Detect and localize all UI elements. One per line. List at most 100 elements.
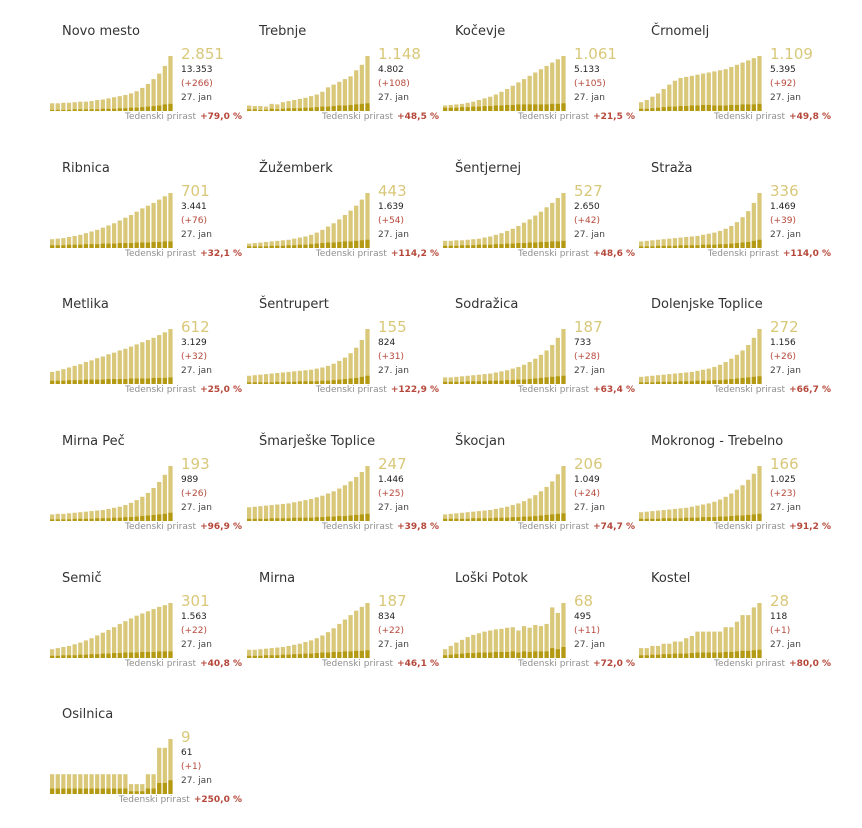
bar-recent xyxy=(723,516,728,521)
bar-recent xyxy=(95,654,100,658)
bar-recent xyxy=(746,650,751,658)
weekly-growth-label: Tedenski prirast xyxy=(518,522,590,532)
date-label: 27. jan xyxy=(378,93,409,103)
weekly-growth-value: +25,0 % xyxy=(200,385,242,395)
current-value: 9 xyxy=(181,728,191,746)
bar-recent xyxy=(561,513,566,521)
bar xyxy=(331,223,336,248)
bar xyxy=(354,205,359,248)
daily-delta: (+42) xyxy=(574,216,601,226)
bar-recent xyxy=(157,514,162,521)
bar-recent xyxy=(280,108,286,111)
date-label: 27. jan xyxy=(574,366,605,376)
bar-recent xyxy=(510,380,515,384)
bar-recent xyxy=(678,518,683,521)
bar-recent xyxy=(476,381,482,384)
bar xyxy=(61,647,66,658)
bar-recent xyxy=(72,244,77,248)
bar xyxy=(314,638,319,658)
bar xyxy=(757,193,762,248)
bar-recent xyxy=(448,107,453,111)
bar xyxy=(533,72,538,111)
bar xyxy=(448,513,453,521)
bar xyxy=(72,644,77,658)
bar xyxy=(751,202,756,248)
bar-recent xyxy=(448,518,453,521)
bar xyxy=(342,215,348,248)
bar xyxy=(303,236,308,248)
weekly-growth-label: Tedenski prirast xyxy=(315,385,387,395)
total-value: 3.129 xyxy=(181,338,207,348)
bar xyxy=(689,236,694,248)
bar xyxy=(695,505,700,521)
weekly-growth: Tedenski prirast +25,0 % xyxy=(125,385,242,395)
bar xyxy=(162,474,167,521)
bar xyxy=(342,79,348,111)
bar xyxy=(280,240,286,248)
bar xyxy=(717,230,723,248)
panel-title: Mokronog - Trebelno xyxy=(651,434,784,449)
bar-recent xyxy=(337,651,342,658)
bar-recent xyxy=(123,652,128,658)
bar-recent xyxy=(639,518,644,521)
bar xyxy=(516,503,521,521)
bar-chart xyxy=(247,56,370,111)
bar xyxy=(151,202,156,248)
bar xyxy=(499,91,504,111)
current-value: 2.851 xyxy=(181,45,224,63)
bar xyxy=(128,618,134,658)
bar xyxy=(95,635,100,658)
bar-recent xyxy=(162,783,167,794)
bar-recent xyxy=(544,514,549,521)
bar xyxy=(729,67,734,111)
bar xyxy=(275,240,280,248)
bar xyxy=(695,74,700,111)
bar xyxy=(695,370,700,384)
bar-chart xyxy=(50,466,173,521)
bar-recent xyxy=(459,518,465,521)
bar xyxy=(516,226,521,248)
bar xyxy=(280,372,286,384)
weekly-growth-value: +250,0 % xyxy=(193,795,242,805)
bar xyxy=(112,627,117,658)
bar-recent xyxy=(123,243,128,248)
bar-recent xyxy=(689,653,694,658)
bar-recent xyxy=(639,655,644,658)
bar xyxy=(134,91,139,111)
bar-recent xyxy=(348,104,353,111)
bar xyxy=(740,615,745,658)
bar-recent xyxy=(488,652,493,658)
bar xyxy=(459,512,465,521)
bar-recent xyxy=(106,379,111,384)
bar xyxy=(100,227,105,248)
bar-recent xyxy=(145,651,151,658)
bar-recent xyxy=(128,517,134,521)
bar-recent xyxy=(538,104,544,111)
bar-recent xyxy=(342,379,348,384)
bar-recent xyxy=(443,655,448,658)
bar xyxy=(533,625,538,658)
bar-recent xyxy=(123,108,128,111)
bar-chart xyxy=(50,56,173,111)
daily-delta: (+22) xyxy=(181,626,208,636)
bar xyxy=(544,623,549,658)
bar-recent xyxy=(359,650,364,658)
bar-recent xyxy=(729,379,734,384)
bar-recent xyxy=(454,518,459,521)
bar xyxy=(252,106,257,111)
bar-recent xyxy=(555,376,560,384)
bar xyxy=(454,513,459,521)
weekly-growth: Tedenski prirast +48,6 % xyxy=(518,249,635,259)
bar xyxy=(499,371,504,384)
bar-recent xyxy=(443,381,448,384)
panel: Ribnica 701 3.441 (+76) 27. jan Tedenski prir… xyxy=(50,161,242,281)
bar xyxy=(510,368,515,384)
bar xyxy=(128,502,134,521)
bar-recent xyxy=(493,105,498,111)
bar xyxy=(678,373,683,384)
bar xyxy=(701,234,706,248)
total-value: 1.156 xyxy=(770,338,796,348)
bar xyxy=(151,79,156,111)
bar xyxy=(123,95,128,111)
weekly-growth-label: Tedenski prirast xyxy=(714,385,786,395)
